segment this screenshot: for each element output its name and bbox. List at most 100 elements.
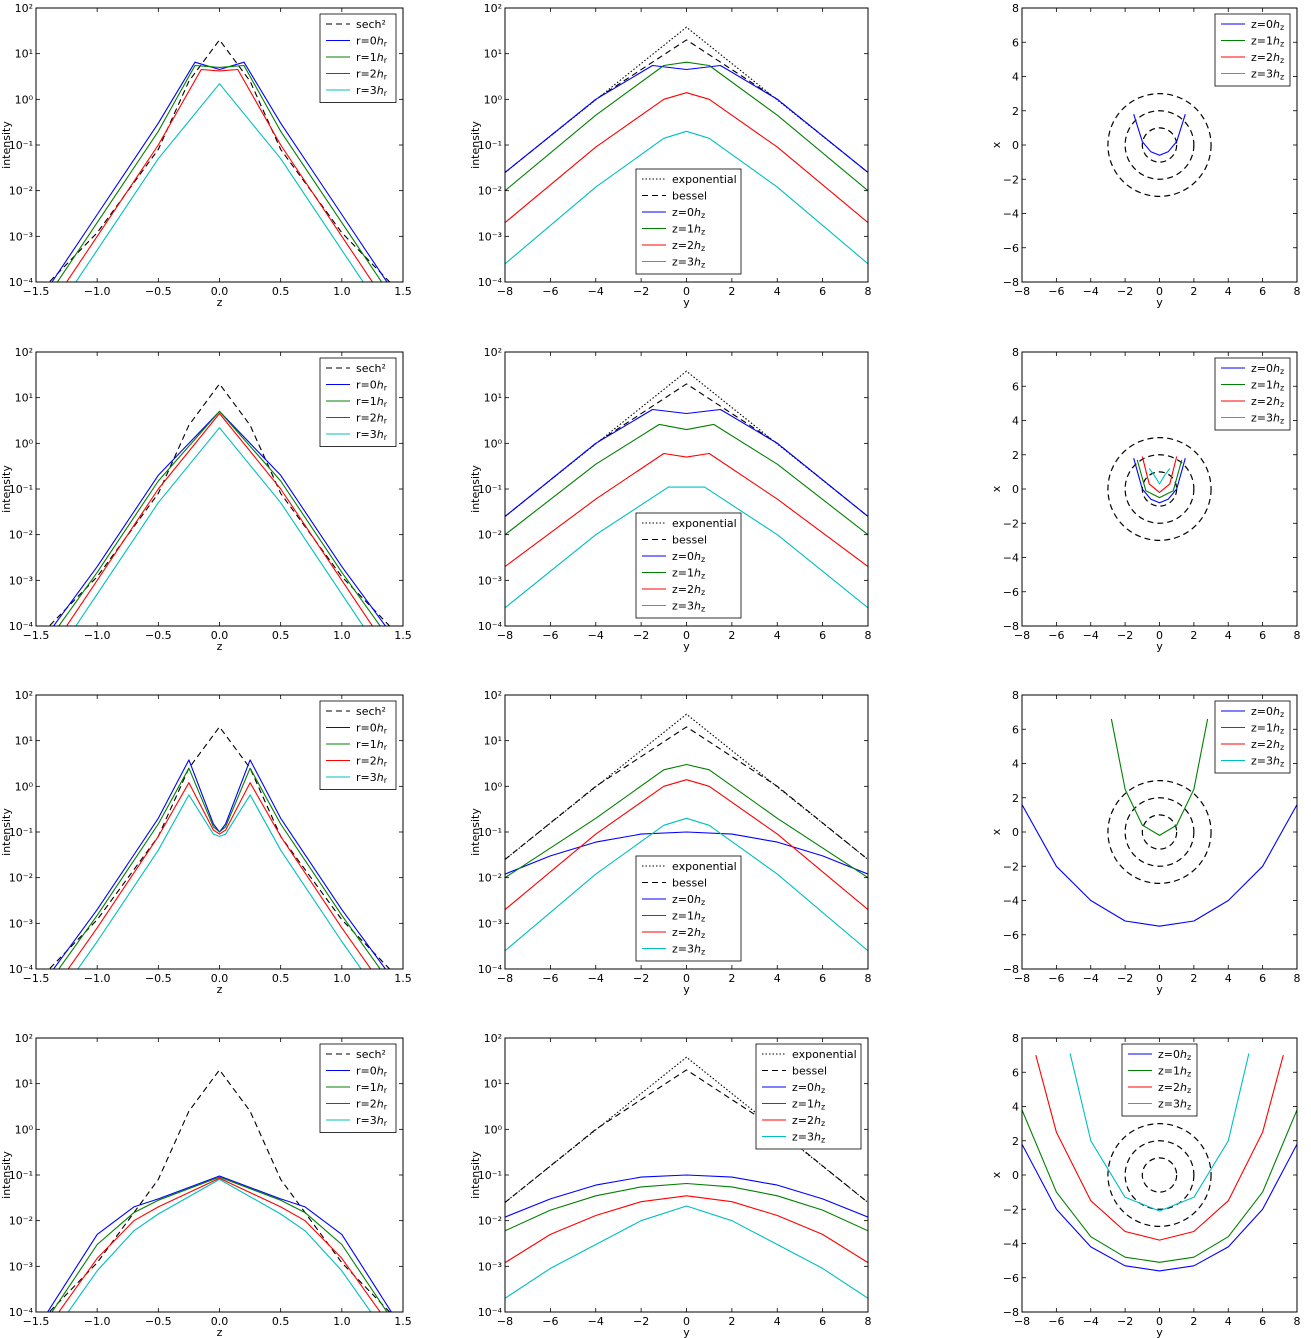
y-axis-label: intensity xyxy=(469,465,482,513)
x-tick-label: 1.5 xyxy=(394,629,412,642)
x-tick-label: −1.5 xyxy=(23,285,50,298)
x-tick-label: −6 xyxy=(1048,1315,1064,1328)
x-tick-label: −6 xyxy=(542,972,558,985)
x-tick-label: −0.5 xyxy=(145,972,172,985)
series-blue-line xyxy=(1133,114,1186,156)
legend-entry: z=2hz xyxy=(1251,395,1284,409)
x-tick-label: −4 xyxy=(1083,285,1099,298)
legend: z=0hz z=1hz z=2hz z=3hz xyxy=(1121,1043,1198,1117)
legend-entry: r=3hr xyxy=(356,84,388,98)
legend-entry: z=1hz xyxy=(672,910,705,924)
x-tick-label: −2 xyxy=(1117,972,1133,985)
series-red-line xyxy=(67,782,372,969)
y-tick-label: −4 xyxy=(1003,552,1019,565)
x-tick-label: −8 xyxy=(1014,285,1030,298)
y-tick-label: 8 xyxy=(1012,689,1019,702)
ring-r1 xyxy=(1141,814,1178,850)
y-tick-label: 10² xyxy=(484,689,502,702)
series-dashed-line xyxy=(505,383,868,517)
x-tick-label: 8 xyxy=(1294,629,1301,642)
x-tick-label: 0.0 xyxy=(211,1315,229,1328)
x-axis-label: y xyxy=(683,983,690,996)
legend: sech² r=0hr r=1hr r=2hr r=3hr xyxy=(319,13,397,103)
x-axis-label: z xyxy=(217,983,223,996)
x-tick-label: 1.0 xyxy=(333,629,351,642)
legend-entry: bessel xyxy=(792,1065,827,1078)
y-tick-label: 10⁰ xyxy=(15,437,34,450)
y-tick-label: 4 xyxy=(1012,758,1019,771)
legend: z=0hz z=1hz z=2hz z=3hz xyxy=(1214,13,1291,87)
legend-entry: z=2hz xyxy=(1251,51,1284,65)
y-tick-label: 10⁻¹ xyxy=(478,483,502,496)
y-tick-label: 10¹ xyxy=(15,48,33,61)
y-tick-label: 10¹ xyxy=(484,392,502,405)
x-tick-label: −8 xyxy=(1014,1315,1030,1328)
legend-entry: r=1hr xyxy=(356,51,388,65)
legend-entry: z=1hz xyxy=(1158,1065,1191,1079)
y-tick-label: −8 xyxy=(1003,1306,1019,1319)
series-cyan-line xyxy=(67,1178,372,1312)
legend: exponential bessel z=0hz z=1hz z=2hz z=3hz xyxy=(635,512,742,619)
legend-entry: r=2hr xyxy=(356,755,388,769)
y-tick-label: 10⁻² xyxy=(478,872,502,885)
y-tick-label: −2 xyxy=(1003,860,1019,873)
y-axis-label: x xyxy=(990,828,1003,835)
series-red-line xyxy=(505,779,868,911)
plot-area xyxy=(505,713,868,952)
x-tick-label: 8 xyxy=(865,629,872,642)
x-tick-label: 0 xyxy=(683,1315,690,1328)
legend-entry: sech² xyxy=(356,705,386,718)
x-tick-label: −1.5 xyxy=(23,972,50,985)
legend: sech² r=0hr r=1hr r=2hr r=3hr xyxy=(319,1043,397,1133)
x-tick-label: 2 xyxy=(1190,972,1197,985)
legend-entry: z=1hz xyxy=(1251,35,1284,49)
legend-entry: sech² xyxy=(356,362,386,375)
y-axis-label: x xyxy=(990,1171,1003,1178)
x-tick-label: 0.5 xyxy=(272,285,290,298)
legend: exponential bessel z=0hz z=1hz z=2hz z=3hz xyxy=(755,1043,862,1150)
x-tick-label: 2 xyxy=(728,1315,735,1328)
y-tick-label: −2 xyxy=(1003,173,1019,186)
legend-entry: z=0hz xyxy=(672,550,705,564)
y-tick-label: 10⁻³ xyxy=(9,1260,33,1273)
plot-area xyxy=(505,26,868,265)
panel-row1-right: −8 −6 −4 −2 0 2 4 6 8−8−6−4−202468yxz=0hzz=1hzz=… xyxy=(990,2,1301,309)
x-tick-label: 1.5 xyxy=(394,1315,412,1328)
legend-entry: z=2hz xyxy=(1251,738,1284,752)
panel-row1-left: −1.5 −1.0 −0.5 0.0 0.5 1.0 1.5 10⁻⁴ 10⁻³ 10⁻² 10⁻¹… xyxy=(0,2,412,309)
series-dashed-line xyxy=(48,726,391,969)
x-tick-label: 8 xyxy=(1294,1315,1301,1328)
x-tick-label: 0.0 xyxy=(211,972,229,985)
plot-area xyxy=(1107,93,1212,197)
y-tick-label: 10⁻¹ xyxy=(9,139,33,152)
y-tick-label: 10⁻² xyxy=(478,185,502,198)
series-blue-line xyxy=(1022,804,1297,927)
legend-entry: z=3hz xyxy=(1251,68,1284,82)
y-axis-label: x xyxy=(990,485,1003,492)
series-cyan-line xyxy=(75,427,364,626)
x-tick-label: −1.0 xyxy=(84,1315,111,1328)
x-tick-label: −0.5 xyxy=(145,629,172,642)
ring-r2 xyxy=(1124,1140,1195,1210)
series-blue-line xyxy=(505,64,868,173)
legend-entry: r=2hr xyxy=(356,68,388,82)
series-cyan-line xyxy=(77,794,362,969)
ring-r3 xyxy=(1107,93,1212,197)
series-green-line xyxy=(58,767,381,969)
y-tick-label: 10⁻¹ xyxy=(9,483,33,496)
series-dashed-line xyxy=(48,1069,391,1312)
series-dashed-line xyxy=(505,39,868,173)
y-tick-label: 6 xyxy=(1012,36,1019,49)
plot-area xyxy=(48,726,391,969)
series-green-line xyxy=(51,1176,388,1312)
y-tick-label: 10⁻² xyxy=(9,529,33,542)
x-tick-label: −1.5 xyxy=(23,629,50,642)
legend-entry: z=0hz xyxy=(1251,18,1284,32)
x-tick-label: 2 xyxy=(1190,1315,1197,1328)
series-cyan-line xyxy=(75,83,364,282)
series-red-line xyxy=(65,412,374,626)
series-green-line xyxy=(505,423,868,536)
x-tick-label: 1.0 xyxy=(333,972,351,985)
legend-entry: r=0hr xyxy=(356,1065,388,1079)
y-tick-label: 10⁻³ xyxy=(478,917,502,930)
